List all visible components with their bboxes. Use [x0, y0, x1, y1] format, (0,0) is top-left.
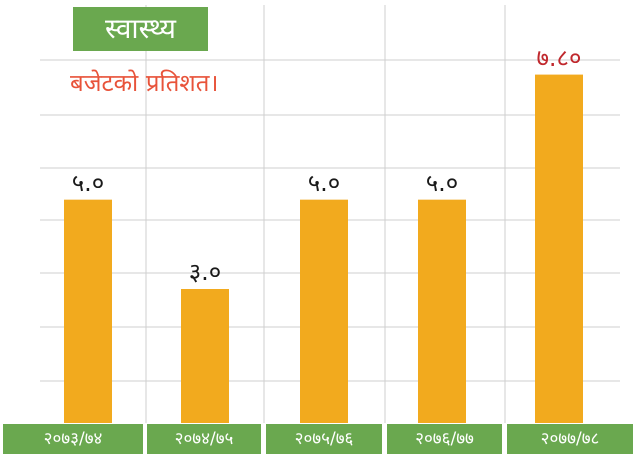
bar-5 — [535, 74, 583, 423]
bar-2 — [181, 289, 229, 423]
value-label-4: ५.० — [425, 168, 459, 197]
value-label-5: ७.८० — [536, 43, 582, 72]
bar-4 — [418, 199, 466, 423]
category-label-3: २०७५/७६ — [266, 424, 382, 454]
chart-title: स्वास्थ्य — [73, 7, 208, 51]
category-label-2: २०७४/७५ — [147, 424, 261, 454]
category-label-5: २०७७/७८ — [507, 424, 633, 454]
bar-1 — [64, 199, 112, 423]
value-label-2: ३.० — [188, 258, 222, 286]
bar-3 — [300, 199, 348, 423]
category-label-1: २०७३/७४ — [3, 424, 143, 454]
value-label-1: ५.० — [71, 168, 105, 197]
category-label-4: २०७६/७७ — [387, 424, 502, 454]
chart-subtitle: बजेटको प्रतिशत। — [70, 69, 219, 97]
value-label-3: ५.० — [307, 168, 341, 197]
